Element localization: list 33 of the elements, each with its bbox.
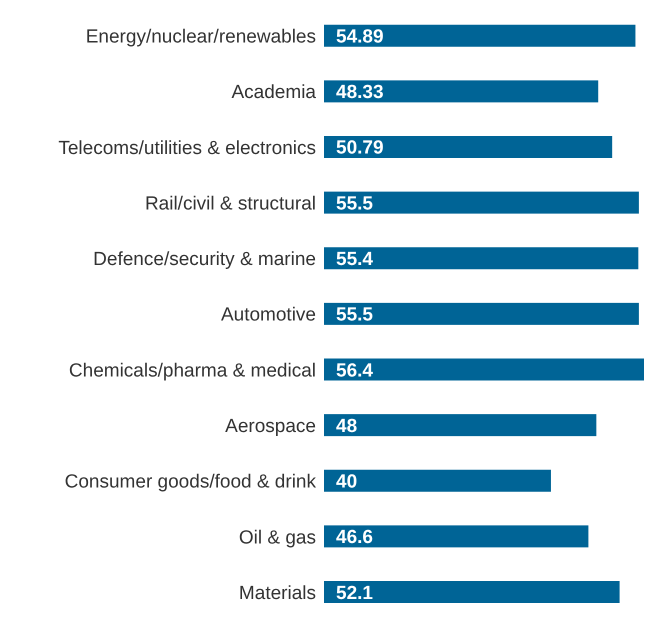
data-label: 54.89	[336, 26, 384, 48]
y-tick-label: Oil & gas	[238, 527, 316, 548]
y-tick-label: Telecoms/utilities & electronics	[58, 138, 316, 159]
y-tick-label: Energy/nuclear/renewables	[86, 26, 316, 48]
bar	[324, 414, 596, 436]
bar	[324, 247, 638, 270]
data-label: 55.5	[336, 193, 374, 214]
y-tick-label: Automotive	[220, 304, 316, 326]
bar	[324, 525, 588, 548]
data-label: 40	[336, 472, 358, 493]
y-tick-label: Chemicals/pharma & medical	[68, 360, 316, 382]
bar	[324, 302, 639, 325]
data-label: 55.4	[336, 248, 374, 270]
bar	[324, 581, 620, 604]
bar	[324, 470, 551, 492]
bar	[324, 192, 639, 214]
y-tick-label: Consumer goods/food & drink	[64, 472, 316, 493]
data-label: 46.6	[336, 527, 373, 548]
y-tick-label: Academia	[232, 82, 316, 104]
y-tick-label: Materials	[238, 582, 316, 604]
data-label: 48.33	[336, 82, 384, 104]
bar	[324, 358, 644, 381]
data-label: 50.79	[336, 138, 384, 159]
bar	[324, 24, 636, 47]
data-label: 56.4	[336, 360, 374, 382]
bar	[324, 80, 598, 102]
data-label: 55.5	[336, 304, 374, 326]
y-tick-label: Rail/civil & structural	[144, 193, 316, 214]
bar	[324, 136, 612, 158]
data-label: 52.1	[336, 582, 374, 604]
data-label: 48	[336, 416, 358, 437]
y-tick-label: Defence/security & marine	[93, 249, 316, 270]
y-tick-label: Aerospace	[225, 416, 316, 438]
